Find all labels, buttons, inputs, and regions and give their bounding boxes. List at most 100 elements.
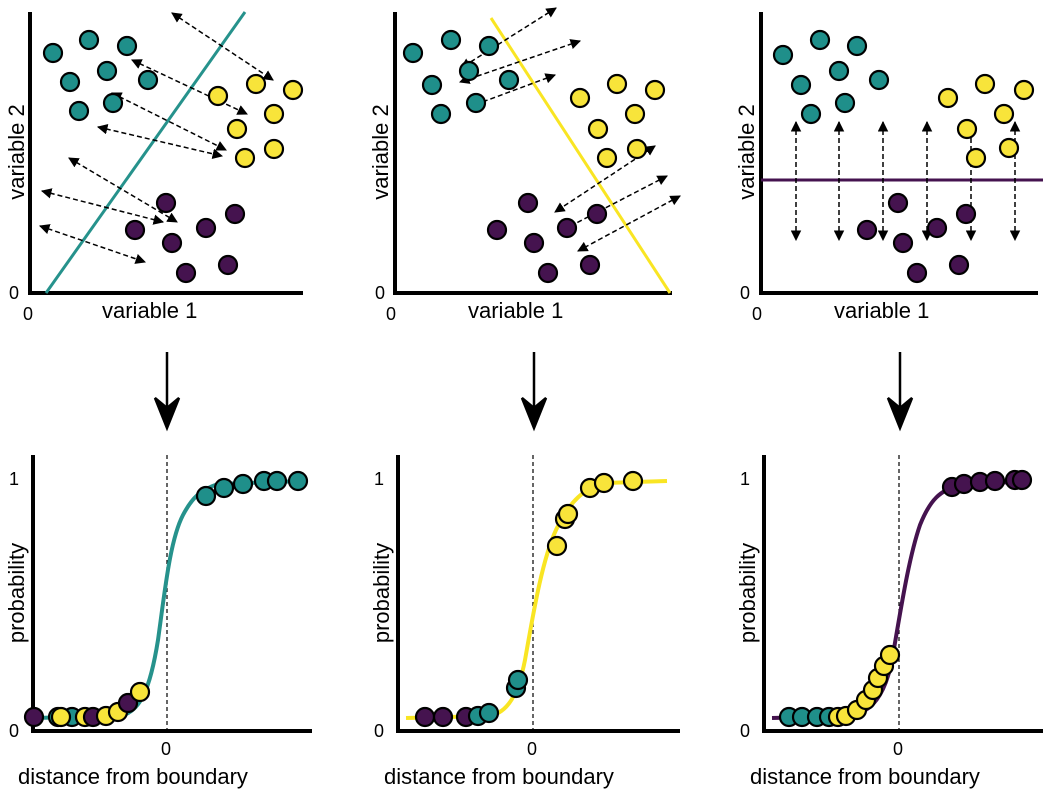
origin-y-tick: 0: [740, 283, 750, 303]
y-tick-bottom: 0: [740, 721, 750, 741]
data-point: [644, 79, 666, 101]
x-axis-label: variable 1: [468, 298, 563, 323]
y-axis-label: variable 2: [734, 104, 759, 199]
data-point: [879, 644, 901, 666]
data-point: [800, 103, 822, 125]
data-point: [892, 232, 914, 254]
teal-points: [42, 29, 159, 122]
data-point: [23, 706, 45, 728]
data-point: [465, 92, 487, 114]
sigmoid-curve: [405, 479, 668, 720]
data-point: [68, 100, 90, 122]
yellow-points: [207, 73, 304, 169]
y-axis-label: variable 2: [368, 104, 393, 199]
data-point: [507, 669, 529, 691]
y-tick-top: 1: [740, 469, 750, 489]
data-point: [478, 702, 500, 724]
bottom-right-panel: 1 0 0 distance from boundary probability: [735, 455, 1043, 789]
data-point: [478, 35, 500, 57]
y-tick-top: 1: [374, 469, 384, 489]
data-point: [955, 203, 977, 225]
y-axis-label: probability: [369, 543, 394, 643]
data-point: [834, 92, 856, 114]
data-point: [596, 147, 618, 169]
sigmoid-curve: [32, 479, 304, 720]
data-point: [217, 254, 239, 276]
data-point: [50, 706, 72, 728]
data-point: [78, 29, 100, 51]
data-point: [557, 503, 579, 525]
data-point: [998, 137, 1020, 159]
data-point: [224, 203, 246, 225]
data-point: [593, 472, 615, 494]
bottom-left-panel: 1 0 0 distance from boundary probability: [4, 455, 312, 789]
data-point: [926, 217, 948, 239]
x-axis-label: variable 1: [102, 298, 197, 323]
data-point: [622, 470, 644, 492]
origin-x-tick: 0: [752, 304, 762, 324]
data-point: [245, 73, 267, 95]
data-point: [430, 103, 452, 125]
data-point: [226, 118, 248, 140]
data-point: [42, 42, 64, 64]
data-point: [523, 232, 545, 254]
data-point: [790, 74, 812, 96]
y-tick-bottom: 0: [9, 721, 19, 741]
data-point: [624, 103, 646, 125]
data-point: [137, 69, 159, 91]
origin-y-tick: 0: [9, 283, 19, 303]
sigmoid-curve: [771, 479, 1031, 720]
points: [414, 470, 644, 728]
data-point: [414, 706, 436, 728]
origin-y-tick: 0: [375, 283, 385, 303]
x-axis-label: distance from boundary: [18, 764, 248, 789]
data-point: [195, 217, 217, 239]
data-point: [586, 203, 608, 225]
x-axis-label: variable 1: [834, 298, 929, 323]
data-point: [458, 60, 480, 82]
data-point: [263, 103, 285, 125]
data-point: [984, 470, 1006, 492]
data-point: [102, 92, 124, 114]
data-point: [195, 485, 217, 507]
data-point: [537, 262, 559, 284]
x-tick-center: 0: [527, 739, 537, 759]
decision-boundary-line: [44, 11, 247, 294]
purple-points: [486, 192, 608, 284]
origin-x-tick: 0: [386, 304, 396, 324]
data-point: [974, 73, 996, 95]
data-point: [282, 79, 304, 101]
data-point: [402, 42, 424, 64]
data-point: [856, 219, 878, 241]
data-point: [868, 69, 890, 91]
data-point: [263, 138, 285, 160]
data-point: [96, 60, 118, 82]
data-point: [772, 44, 794, 66]
x-tick-center: 0: [161, 739, 171, 759]
data-point: [587, 118, 609, 140]
data-point: [809, 29, 831, 51]
y-axis-label: probability: [4, 543, 29, 643]
data-point: [828, 60, 850, 82]
teal-points: [402, 29, 520, 125]
points: [778, 469, 1033, 728]
purple-points: [856, 192, 977, 284]
data-point: [234, 147, 256, 169]
yellow-points: [569, 73, 666, 169]
origin-x-tick: 0: [23, 304, 33, 324]
x-axis-label: distance from boundary: [750, 764, 980, 789]
data-point: [846, 35, 868, 57]
data-point: [965, 147, 987, 169]
data-point: [440, 29, 462, 51]
top-left-panel: 0 0 variable 1 variable 2: [4, 11, 304, 324]
data-point: [266, 470, 288, 492]
data-point: [906, 262, 928, 284]
data-point: [606, 73, 628, 95]
teal-points: [772, 29, 890, 125]
data-point: [486, 219, 508, 241]
data-point: [116, 35, 138, 57]
y-axis-label: probability: [735, 543, 760, 643]
data-point: [59, 71, 81, 93]
x-tick-center: 0: [893, 739, 903, 759]
